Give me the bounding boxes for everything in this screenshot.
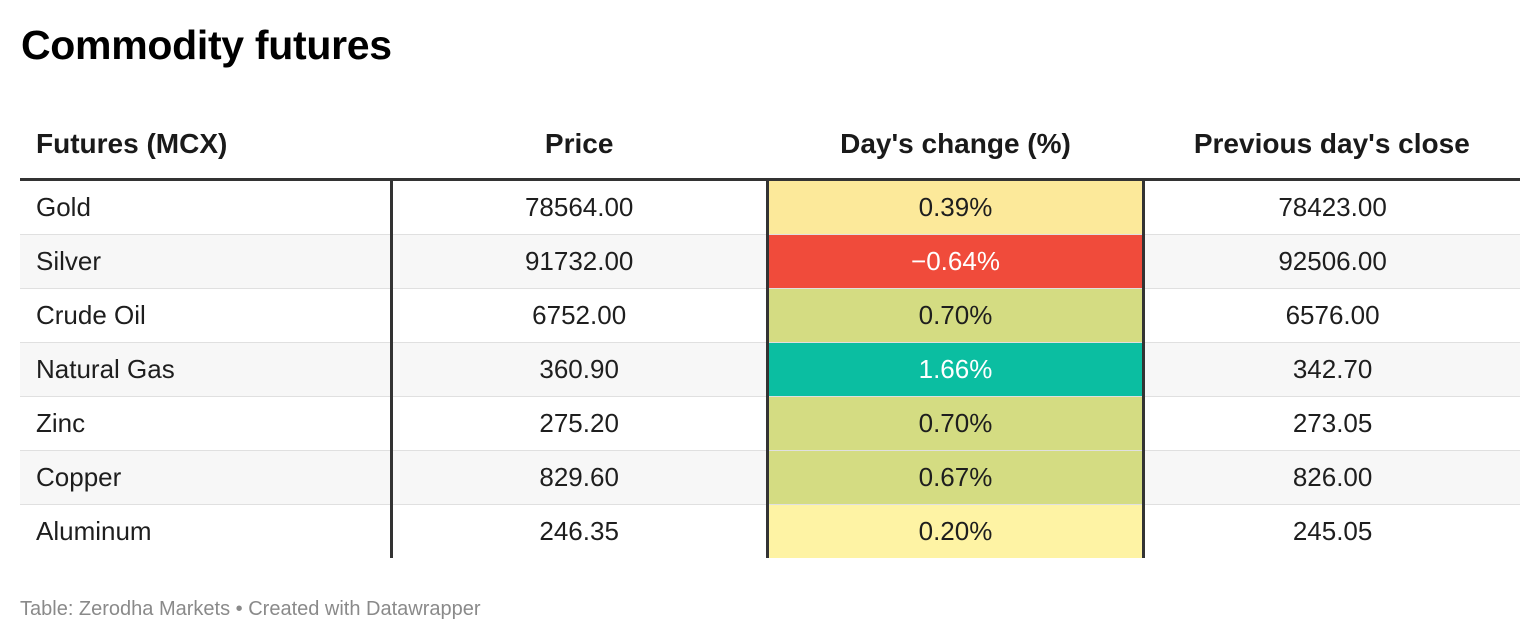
cell-change: 0.70% <box>767 288 1146 343</box>
cell-name: Copper <box>20 450 393 505</box>
cell-name: Zinc <box>20 396 393 451</box>
table-row: Copper 829.60 0.67% 826.00 <box>20 450 1520 505</box>
table-row: Crude Oil 6752.00 0.70% 6576.00 <box>20 288 1520 343</box>
cell-change: 0.67% <box>767 450 1146 505</box>
cell-prev-close: 245.05 <box>1292 516 1373 546</box>
source-note: Table: Zerodha Markets • Created with Da… <box>20 598 481 620</box>
cell-change: 0.70% <box>767 396 1146 451</box>
cell-change: 0.20% <box>767 504 1146 558</box>
cell-change: 0.39% <box>767 179 1146 235</box>
column-header-futures[interactable]: Futures (MCX) <box>20 110 391 181</box>
cell-price: 78564.00 <box>391 179 769 235</box>
cell-price: 275.20 <box>391 396 769 451</box>
commodity-table-container: Futures (MCX) Price Day's change (%) Pre… <box>20 110 1520 558</box>
column-header-prev-close[interactable]: Previous day's close <box>1143 110 1520 181</box>
header-row: Futures (MCX) Price Day's change (%) Pre… <box>20 110 1520 181</box>
cell-prev-close: 78423.00 <box>1143 179 1520 235</box>
table-row: Natural Gas 360.90 1.66% 342.70 <box>20 342 1520 397</box>
cell-price: 91732.00 <box>391 234 769 289</box>
cell-prev-close: 92506.00 <box>1143 234 1520 289</box>
column-header-change[interactable]: Day's change (%) <box>767 110 1144 181</box>
table-row: Gold 78564.00 0.39% 78423.00 <box>20 179 1520 235</box>
cell-change: −0.64% <box>767 234 1146 289</box>
column-header-price[interactable]: Price <box>391 110 768 181</box>
table-row: Zinc 275.20 0.70% 273.05 <box>20 396 1520 451</box>
table-row: Aluminum 246.35 0.20% 245.05 <box>20 504 1520 558</box>
cell-prev-close: 6576.00 <box>1143 288 1520 343</box>
table-header: Futures (MCX) Price Day's change (%) Pre… <box>20 110 1520 181</box>
cell-price: 829.60 <box>391 450 769 505</box>
chart-title: Commodity futures <box>21 22 392 68</box>
cell-change: 1.66% <box>767 342 1146 397</box>
cell-price: 246.35 <box>391 504 769 558</box>
cell-name: Crude Oil <box>20 288 393 343</box>
cell-name: Silver <box>20 234 393 289</box>
commodity-table: Futures (MCX) Price Day's change (%) Pre… <box>20 110 1520 558</box>
cell-price: 360.90 <box>391 342 769 397</box>
cell-prev-close: 273.05 <box>1143 396 1520 451</box>
cell-name: Natural Gas <box>20 342 393 397</box>
cell-prev-close: 342.70 <box>1143 342 1520 397</box>
table-row: Silver 91732.00 −0.64% 92506.00 <box>20 234 1520 289</box>
cell-name: Gold <box>20 179 393 235</box>
cell-prev-close: 826.00 <box>1143 450 1520 505</box>
cell-price: 6752.00 <box>391 288 769 343</box>
cell-name: Aluminum <box>20 504 393 558</box>
table-body: Gold 78564.00 0.39% 78423.00 Silver 9173… <box>20 179 1520 558</box>
